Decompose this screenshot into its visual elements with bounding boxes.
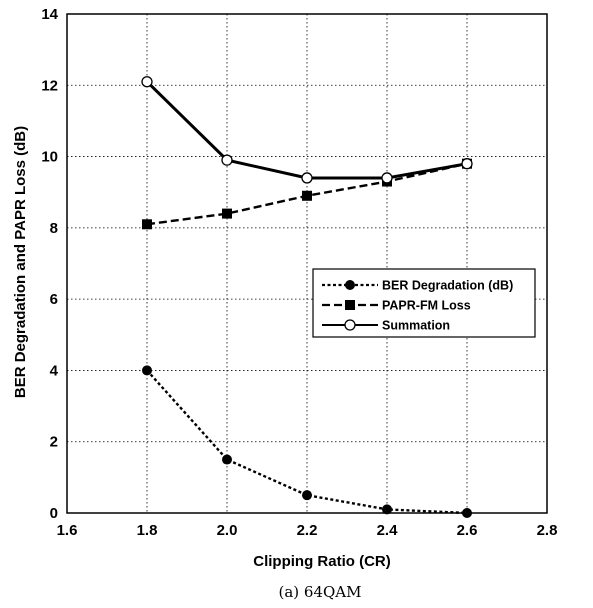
legend-marker bbox=[344, 319, 356, 331]
grid-lines bbox=[67, 14, 547, 513]
legend-item: Summation bbox=[322, 319, 450, 333]
y-tick-label: 14 bbox=[41, 6, 58, 23]
data-point bbox=[461, 158, 473, 170]
x-tick-label: 1.8 bbox=[137, 522, 158, 539]
y-tick-label: 6 bbox=[50, 291, 58, 308]
legend-item: PAPR-FM Loss bbox=[322, 299, 471, 313]
legend-label: BER Degradation (dB) bbox=[382, 279, 513, 293]
y-tick-label: 2 bbox=[50, 434, 58, 451]
data-point bbox=[142, 219, 152, 230]
data-point bbox=[302, 490, 312, 501]
series-1 bbox=[142, 365, 472, 518]
y-tick-label: 8 bbox=[50, 220, 58, 237]
y-tick-label: 0 bbox=[50, 505, 58, 522]
x-tick-label: 1.6 bbox=[57, 522, 78, 539]
data-point bbox=[302, 190, 312, 201]
series-line bbox=[146, 369, 468, 515]
data-point bbox=[221, 154, 233, 166]
y-axis-title: BER Degradation and PAPR Loss (dB) bbox=[12, 126, 29, 398]
y-tick-label: 12 bbox=[41, 77, 58, 94]
x-tick-label: 2.4 bbox=[377, 522, 399, 539]
data-point bbox=[142, 365, 152, 376]
data-point bbox=[381, 172, 393, 184]
y-tick-label: 10 bbox=[41, 149, 58, 166]
legend-label: Summation bbox=[382, 319, 450, 333]
figure-caption: (a) 64QAM bbox=[279, 583, 362, 601]
data-point bbox=[222, 454, 232, 465]
data-point bbox=[141, 76, 153, 88]
y-tick-label: 4 bbox=[50, 362, 59, 379]
legend: BER Degradation (dB) PAPR-FM Loss Summatio… bbox=[312, 268, 536, 338]
legend-marker bbox=[345, 280, 355, 290]
series-layer bbox=[141, 76, 473, 518]
data-point bbox=[382, 504, 392, 515]
legend-marker bbox=[345, 300, 355, 310]
legend-label: PAPR-FM Loss bbox=[382, 299, 471, 313]
x-tick-label: 2.8 bbox=[537, 522, 558, 539]
x-tick-label: 2.6 bbox=[457, 522, 478, 539]
series-3 bbox=[141, 76, 473, 184]
legend-item: BER Degradation (dB) bbox=[322, 279, 513, 293]
series-line bbox=[145, 80, 468, 180]
data-point bbox=[222, 208, 232, 219]
tick-labels: 1.6 1.8 2.0 2.2 2.4 2.6 2.8 0 2 4 6 8 10 12 14 bbox=[41, 6, 557, 539]
data-point bbox=[301, 172, 313, 184]
x-axis-title: Clipping Ratio (CR) bbox=[253, 553, 390, 570]
x-tick-label: 2.0 bbox=[217, 522, 238, 539]
x-tick-label: 2.2 bbox=[297, 522, 318, 539]
plot-frame bbox=[66, 13, 548, 514]
